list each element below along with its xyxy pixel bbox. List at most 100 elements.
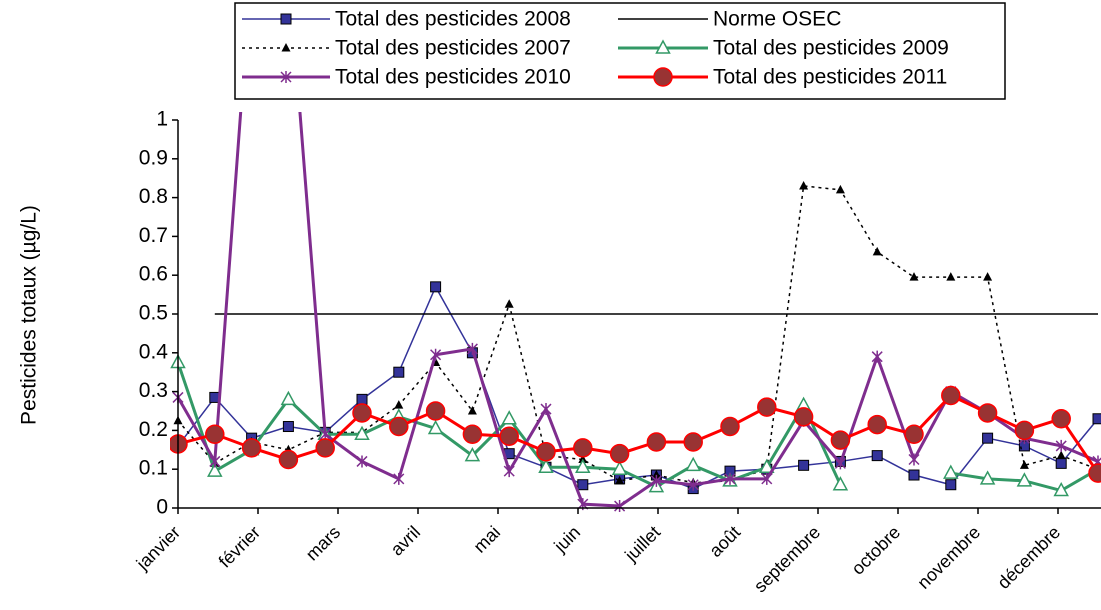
data-point: [427, 419, 444, 435]
data-point: [538, 458, 554, 474]
y-tick-label: 0.7: [139, 224, 168, 247]
legend-label: Total des pesticides 2009: [713, 37, 949, 60]
y-tick-label: 0.4: [139, 340, 169, 363]
data-point: [425, 401, 446, 421]
data-point: [979, 470, 996, 485]
data-point: [909, 272, 919, 281]
data-point: [1019, 460, 1029, 469]
data-point: [315, 438, 335, 458]
data-point: [462, 424, 483, 445]
data-point: [720, 416, 740, 437]
x-tick-label: mai: [470, 522, 505, 557]
data-point: [904, 424, 924, 445]
data-point: [799, 180, 809, 190]
data-point: [761, 472, 773, 485]
data-point: [1051, 409, 1071, 429]
x-tick-label: octobre: [848, 522, 905, 579]
data-point: [614, 500, 626, 513]
data-point: [945, 479, 957, 491]
data-point: [983, 272, 993, 281]
legend-marker: [655, 39, 671, 54]
x-tick-label: novembre: [913, 522, 984, 593]
data-point: [834, 457, 846, 470]
data-point: [615, 475, 625, 485]
data-point: [466, 342, 478, 355]
x-tick-label: décembre: [993, 522, 1064, 593]
data-point: [209, 455, 221, 468]
data-point: [536, 441, 556, 462]
data-point: [793, 407, 814, 427]
legend-marker: [281, 43, 291, 52]
y-tick-label: 0.6: [139, 263, 168, 286]
data-point: [205, 424, 225, 445]
data-point: [356, 393, 368, 405]
legend-marker: [280, 13, 292, 25]
data-point: [757, 397, 777, 417]
data-point: [943, 464, 959, 479]
y-tick-label: 0.3: [139, 379, 168, 402]
y-tick-label: 0: [156, 496, 168, 519]
data-point: [685, 456, 701, 472]
data-point: [908, 469, 920, 481]
data-point: [540, 403, 552, 416]
data-point: [356, 455, 368, 468]
legend-label: Norme OSEC: [713, 8, 841, 31]
series-line: [176, 362, 1099, 493]
data-point: [207, 462, 223, 477]
data-point: [575, 458, 591, 474]
data-point: [835, 184, 845, 194]
data-point: [393, 366, 405, 378]
y-axis-label: Pesticides totaux (µg/L): [18, 205, 41, 425]
data-point: [430, 348, 442, 361]
y-tick-label: 0.1: [139, 457, 168, 480]
y-tick-label: 0.9: [139, 146, 168, 169]
data-point: [467, 406, 477, 415]
data-point: [908, 453, 920, 466]
x-tick-label: juin: [550, 522, 585, 557]
y-tick-label: 1: [156, 108, 168, 131]
x-tick-label: février: [215, 522, 265, 572]
data-point: [1016, 472, 1033, 487]
data-point: [1088, 463, 1101, 483]
data-point: [871, 350, 883, 363]
data-point: [278, 449, 299, 470]
data-point: [241, 438, 262, 458]
x-tick-label: mars: [302, 522, 344, 564]
data-point: [1056, 450, 1066, 460]
data-point: [650, 474, 662, 487]
data-point: [282, 421, 294, 433]
data-point: [499, 426, 519, 446]
data-point: [1055, 457, 1067, 469]
legend-label: Total des pesticides 2007: [335, 37, 571, 60]
data-point: [687, 478, 699, 491]
data-point: [280, 390, 297, 406]
data-point: [867, 414, 887, 435]
data-point: [577, 479, 589, 491]
y-tick-label: 0.5: [139, 302, 168, 325]
legend-label: Total des pesticides 2011: [713, 66, 947, 89]
data-point: [646, 432, 667, 452]
legend-marker: [653, 67, 673, 87]
data-point: [872, 246, 882, 256]
data-point: [1092, 413, 1101, 425]
data-point: [759, 458, 775, 474]
legend-label: Total des pesticides 2008: [335, 8, 571, 31]
data-point: [393, 472, 405, 485]
data-point: [503, 465, 515, 478]
data-point: [977, 403, 998, 423]
data-point: [871, 450, 883, 462]
data-point: [501, 410, 517, 425]
data-point: [946, 272, 956, 281]
data-point: [611, 460, 628, 475]
data-point: [352, 403, 372, 423]
data-point: [609, 443, 630, 464]
x-tick-label: janvier: [132, 522, 184, 574]
x-tick-label: septembre: [750, 522, 824, 596]
legend-marker: [280, 71, 292, 83]
data-point: [941, 385, 961, 406]
plot-area: [170, 112, 1101, 513]
data-point: [430, 281, 442, 293]
data-point: [683, 432, 703, 452]
data-point: [394, 400, 404, 409]
